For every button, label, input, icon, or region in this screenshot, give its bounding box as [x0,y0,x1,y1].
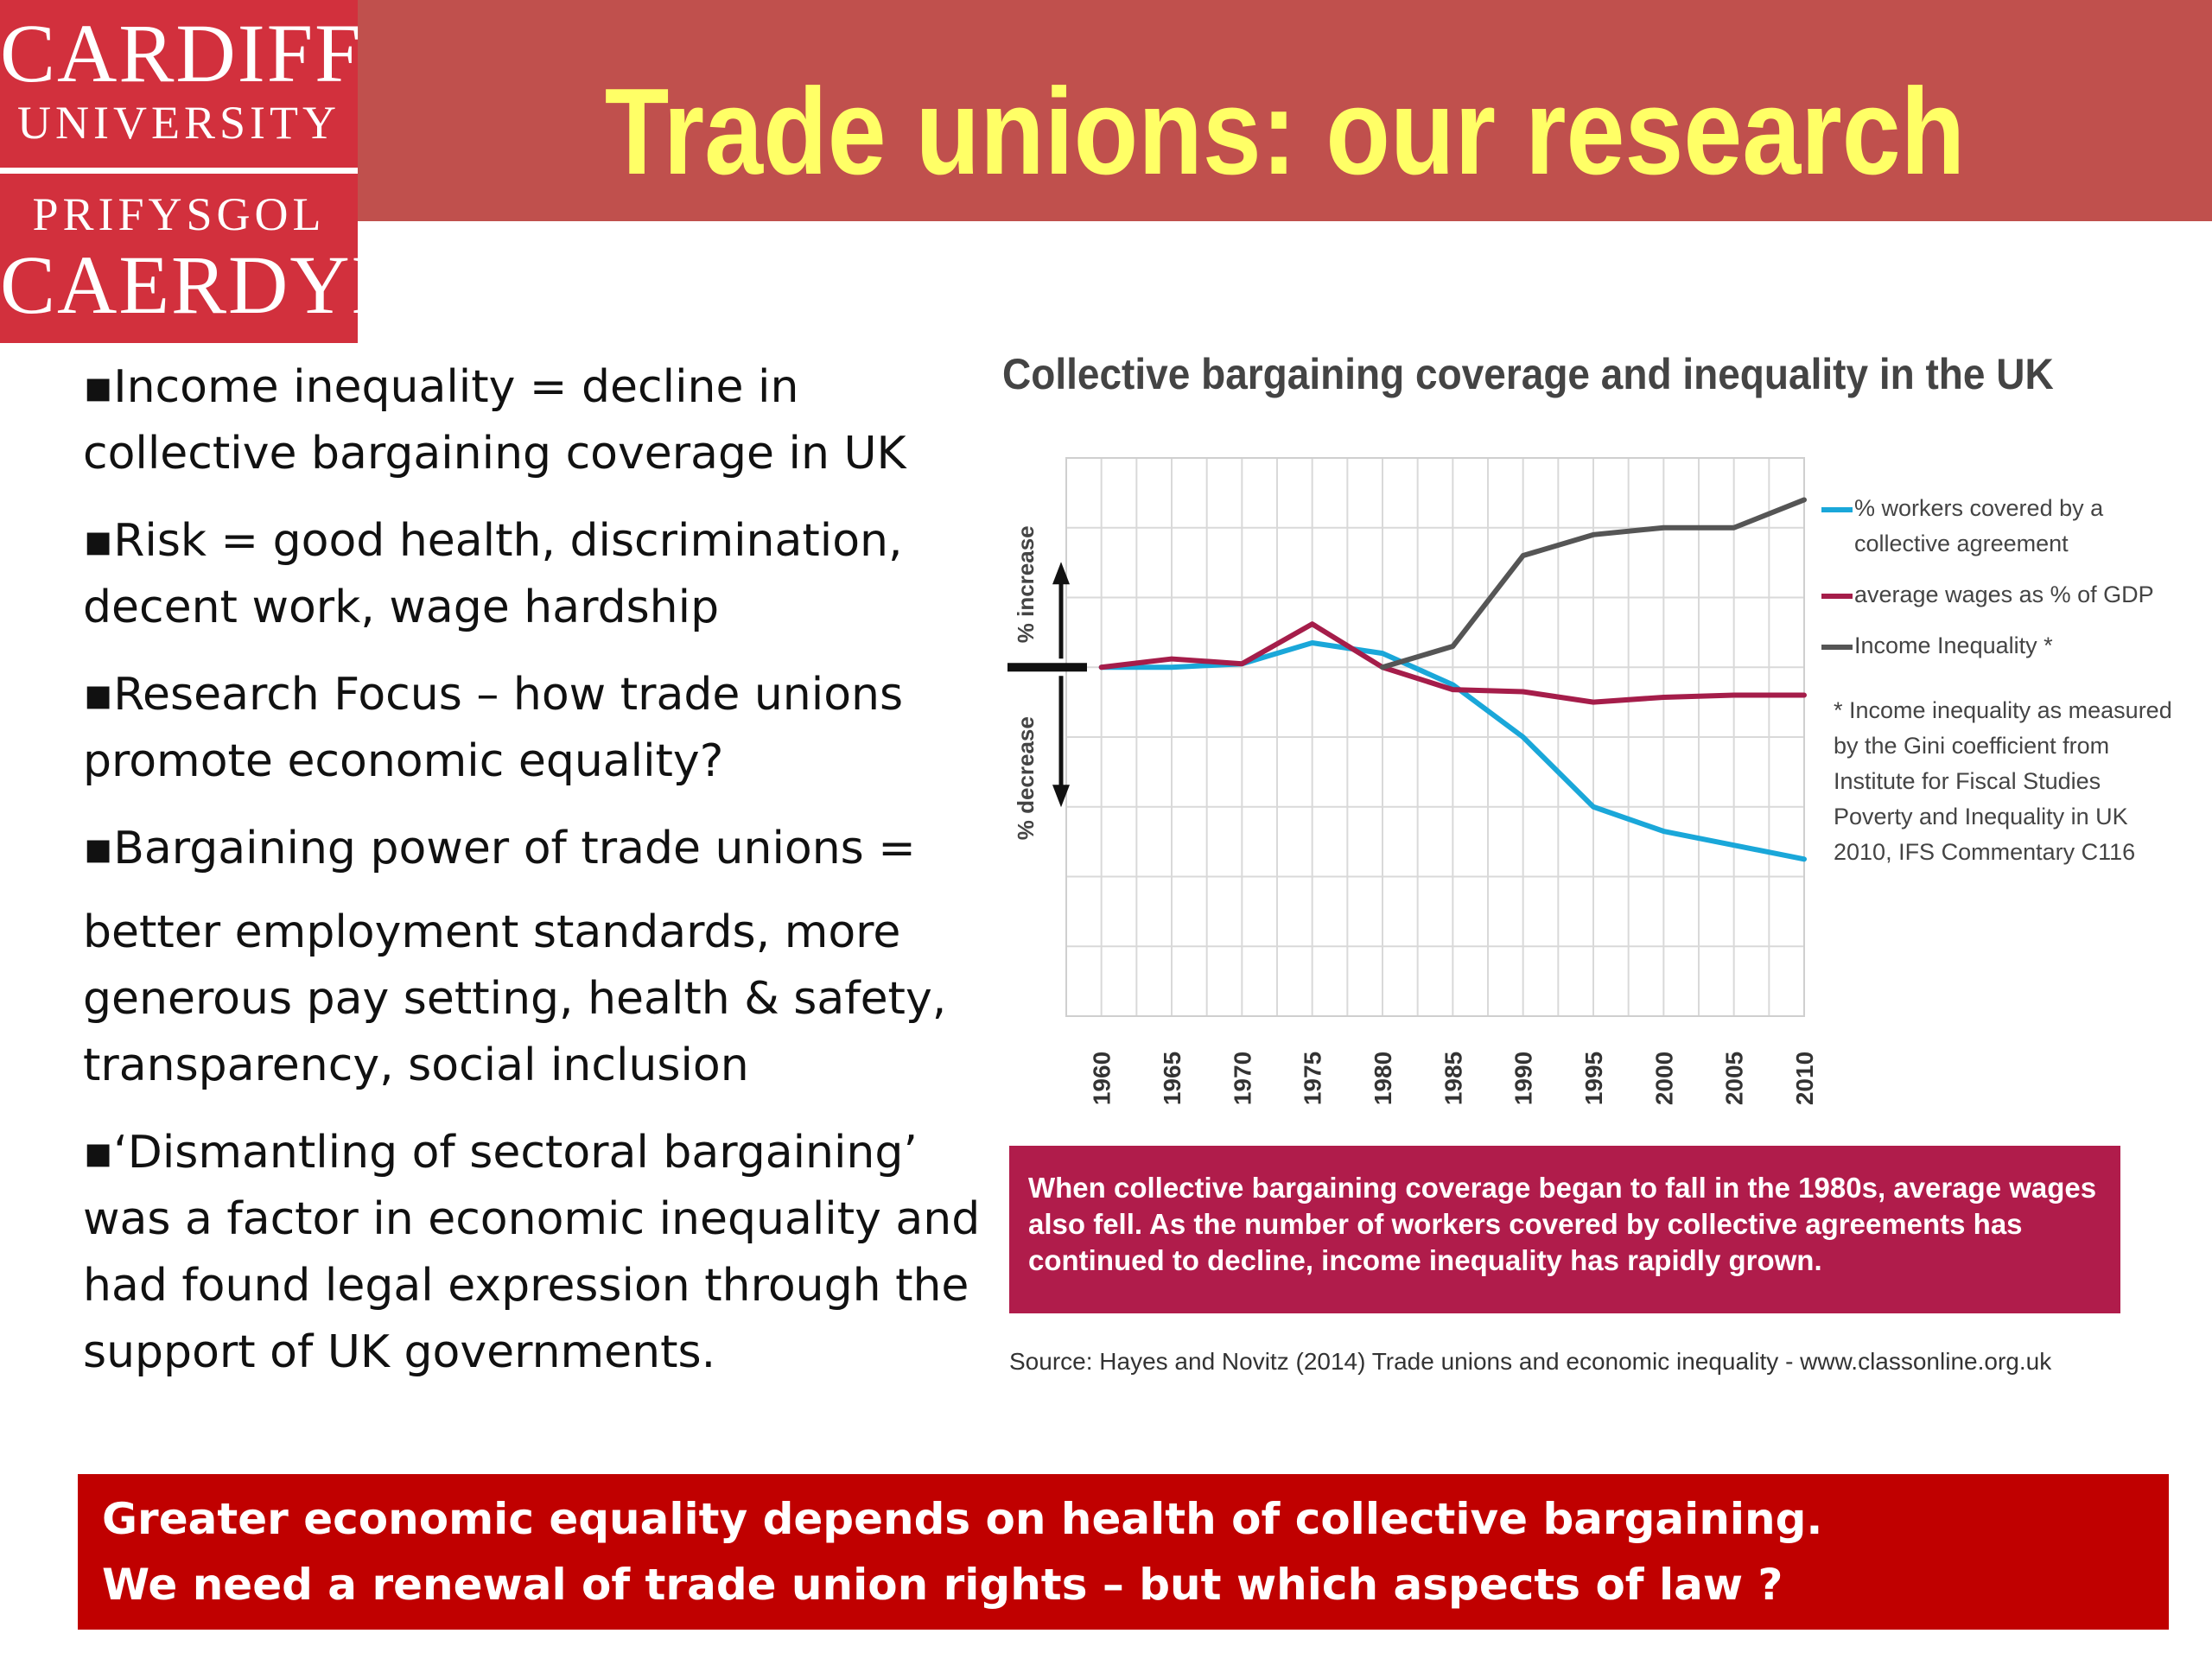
legend-entry: % workers covered by a collective agreem… [1821,491,2184,562]
x-tick-label: 2005 [1721,1052,1748,1105]
conclusion-line: We need a renewal of trade union rights … [102,1560,1783,1610]
x-tick-label: 1965 [1159,1052,1185,1105]
legend-entry: average wages as % of GDP [1821,577,2184,613]
x-tick-label: 1990 [1510,1052,1537,1105]
conclusion-line: Greater economic equality depends on hea… [102,1494,1823,1544]
series-line [1098,639,1807,862]
decrease-arrowhead-icon [1052,785,1070,808]
chart-legend: % workers covered by a collective agreem… [1821,491,2184,870]
x-tick-label: 1980 [1370,1052,1396,1105]
bullet-item: ▪Research Focus – how trade unions promo… [83,669,904,787]
x-tick-label: 2010 [1791,1052,1818,1105]
logo-line-caerdydd: CAERDYDD [0,238,475,331]
logo-line-prifysgol: PRIFYSGOL [32,188,326,240]
increase-arrowhead-icon [1052,562,1070,585]
bullet-item: ▪Income inequality = decline in collecti… [83,361,906,480]
logo-line-university: UNIVERSITY [17,97,340,149]
series-line [1098,621,1807,705]
x-tick-label: 2000 [1650,1052,1677,1105]
series-line [1380,497,1807,671]
logo-line-cardiff: CARDIFF [0,7,363,99]
y-axis-label-decrease: % decrease [1013,716,1039,840]
y-axis-label-increase: % increase [1013,525,1039,643]
chart-source: Source: Hayes and Novitz (2014) Trade un… [1009,1348,2052,1375]
header-bar [0,0,2212,221]
legend-swatch [1821,594,1853,599]
legend-entry: Income Inequality * [1821,628,2184,664]
x-tick-label: 1995 [1580,1052,1607,1105]
chart-summary-box: When collective bargaining coverage bega… [1009,1146,2120,1313]
line-chart: % increase % decrease 1960 1965 1970 1975 1980… [1007,457,1818,1105]
legend-label: average wages as % of GDP [1854,582,2154,607]
legend-footnote: * Income inequality as measured by the G… [1834,697,2172,865]
conclusion-banner: Greater economic equality depends on hea… [78,1474,2169,1630]
plot-border [1065,457,1805,1017]
legend-label: % workers covered by a collective agreem… [1854,495,2104,556]
bullet-item: ▪Risk = good health, discrimination, dec… [83,515,903,633]
x-tick-label: 1985 [1440,1052,1466,1105]
x-tick-label: 1960 [1089,1052,1116,1105]
university-logo: CARDIFF UNIVERSITY PRIFYSGOL CAERDYDD [0,0,475,343]
chart-title: Collective bargaining coverage and inequ… [1002,350,2054,398]
x-tick-label: 1975 [1300,1052,1326,1105]
bullet-item: ▪Bargaining power of trade unions = [83,823,916,874]
legend-label: Income Inequality * [1854,632,2053,658]
legend-swatch [1821,507,1853,512]
logo-divider [0,168,358,174]
slide-title: Trade unions: our research [604,63,1966,200]
bullet-list: ▪Income inequality = decline in collecti… [83,354,982,1407]
x-tick-label: 1970 [1229,1052,1255,1105]
legend-swatch [1821,645,1853,650]
bullet-item: better employment standards, more genero… [83,906,947,1091]
bullet-item: ▪‘Dismantling of sectoral bargaining’ wa… [83,1127,981,1378]
